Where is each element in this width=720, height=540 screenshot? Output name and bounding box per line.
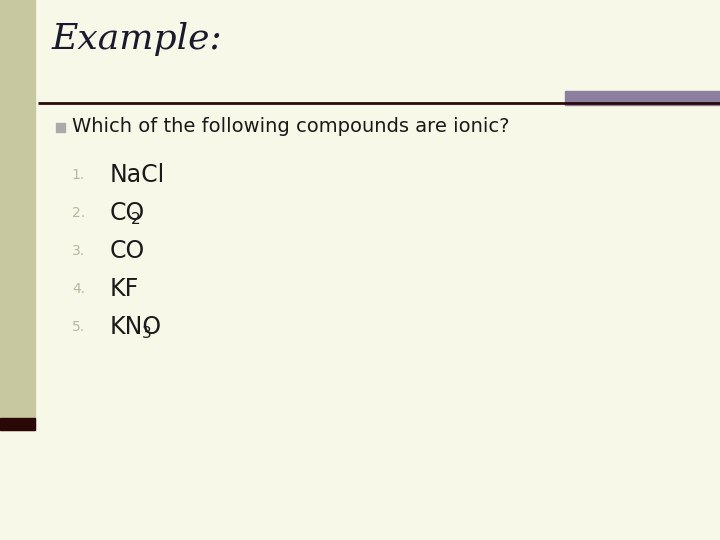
Bar [0, 0, 35, 430]
Text: 2.: 2. [72, 206, 85, 220]
Text: 3.: 3. [72, 244, 85, 258]
Text: Example:: Example: [52, 22, 222, 56]
Text: NaCl: NaCl [110, 163, 166, 187]
Text: KF: KF [110, 277, 139, 301]
Text: 3: 3 [142, 326, 151, 341]
Bar [56, 123, 65, 132]
Text: 2: 2 [131, 212, 140, 226]
Bar [565, 91, 720, 105]
Text: Which of the following compounds are ionic?: Which of the following compounds are ion… [72, 118, 510, 137]
Text: CO: CO [110, 201, 145, 225]
Text: CO: CO [110, 239, 145, 263]
Text: 4.: 4. [72, 282, 85, 296]
Bar [0, 418, 35, 430]
Text: 1.: 1. [72, 168, 85, 182]
Text: KNO: KNO [110, 315, 162, 339]
Text: 5.: 5. [72, 320, 85, 334]
